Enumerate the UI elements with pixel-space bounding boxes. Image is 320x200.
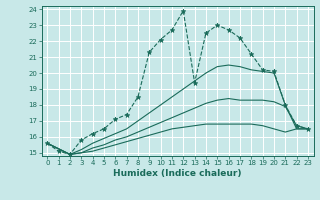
X-axis label: Humidex (Indice chaleur): Humidex (Indice chaleur)	[113, 169, 242, 178]
